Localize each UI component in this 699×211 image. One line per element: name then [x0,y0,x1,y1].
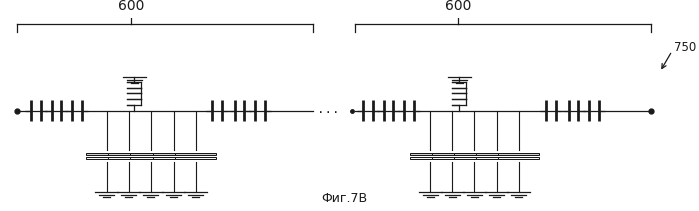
Text: Фиг.7B: Фиг.7B [322,192,368,205]
Text: ...: ... [317,103,339,116]
Text: 600: 600 [117,0,144,13]
FancyBboxPatch shape [175,153,216,155]
Text: 750: 750 [674,41,696,54]
FancyBboxPatch shape [153,153,194,155]
Text: 600: 600 [445,0,471,13]
FancyBboxPatch shape [432,153,473,155]
FancyBboxPatch shape [130,153,171,155]
FancyBboxPatch shape [410,153,451,155]
FancyBboxPatch shape [432,157,473,159]
FancyBboxPatch shape [498,157,539,159]
FancyBboxPatch shape [476,153,517,155]
FancyBboxPatch shape [130,157,171,159]
FancyBboxPatch shape [108,157,150,159]
FancyBboxPatch shape [108,153,150,155]
FancyBboxPatch shape [454,157,495,159]
FancyBboxPatch shape [153,157,194,159]
FancyBboxPatch shape [410,157,451,159]
FancyBboxPatch shape [86,153,127,155]
FancyBboxPatch shape [498,153,539,155]
FancyBboxPatch shape [454,153,495,155]
FancyBboxPatch shape [175,157,216,159]
FancyBboxPatch shape [86,157,127,159]
FancyBboxPatch shape [476,157,517,159]
